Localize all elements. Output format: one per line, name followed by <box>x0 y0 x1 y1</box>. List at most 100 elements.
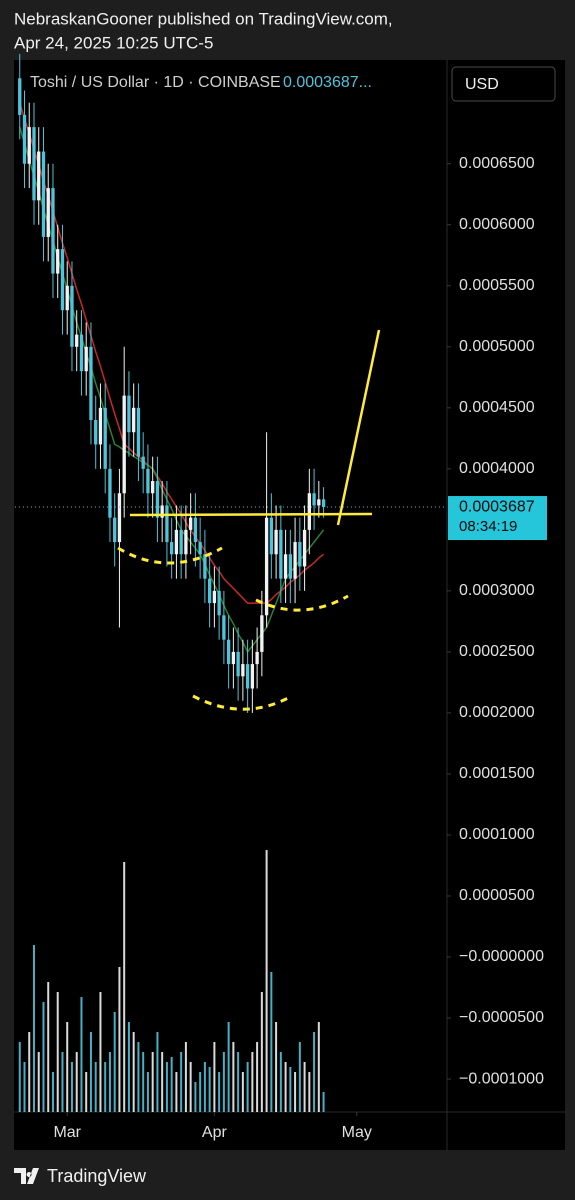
candle-body <box>169 542 174 555</box>
y-tick-label: 0.0004000 <box>459 460 535 477</box>
volume-bar <box>156 1032 159 1112</box>
volume-bar <box>61 1052 64 1112</box>
candle-body <box>46 188 50 237</box>
candle-body <box>79 334 84 372</box>
candle-body <box>103 407 107 469</box>
projection-line <box>336 329 381 526</box>
volume-bar <box>279 1052 282 1112</box>
x-tick-label: Mar <box>53 1124 81 1141</box>
currency[interactable]: USD <box>465 76 499 93</box>
candle-body <box>75 334 79 347</box>
candle-body <box>198 542 202 555</box>
candle-body <box>146 468 150 494</box>
candle-body <box>184 529 188 555</box>
candle-body <box>89 346 93 421</box>
logo <box>14 1168 39 1184</box>
candle-body <box>122 395 126 494</box>
candle-body <box>279 529 283 579</box>
candle-body <box>236 651 240 677</box>
volume-bar <box>256 1042 259 1112</box>
volume-bar <box>137 1042 140 1112</box>
volume-bar <box>75 1052 78 1112</box>
candle-body <box>207 578 212 604</box>
candle-body <box>56 249 60 274</box>
volume-bar <box>118 967 121 1112</box>
candle-body <box>260 615 264 652</box>
volume-bar <box>232 1042 235 1112</box>
candle-body <box>312 493 316 506</box>
volume-bar <box>194 1082 197 1112</box>
candle-body <box>174 529 179 555</box>
legend-value: 0.0003687... <box>283 74 372 91</box>
candle-body <box>98 407 103 445</box>
candle-body <box>117 493 122 543</box>
y-tick-label: 0.0001000 <box>459 826 535 843</box>
volume-bar <box>94 1062 97 1112</box>
candle-body <box>136 407 141 457</box>
volume-bar <box>322 1092 325 1112</box>
volume-bar <box>47 982 50 1112</box>
moving-average <box>18 102 325 604</box>
candle-body <box>203 554 207 579</box>
volume-bar <box>104 1062 107 1112</box>
candle-body <box>51 188 55 274</box>
candle-body <box>94 420 98 445</box>
volume-bar <box>241 1072 244 1112</box>
candle-body <box>41 151 46 237</box>
chart-panel <box>14 60 565 1150</box>
candle-body <box>113 517 117 543</box>
volume-bar <box>237 1052 240 1112</box>
volume-bar <box>284 1062 287 1112</box>
candle-body <box>151 481 155 494</box>
y-tick-label: 0.0002000 <box>459 704 535 721</box>
volume-bar <box>99 992 102 1112</box>
candle-body <box>141 456 145 469</box>
volume-bar <box>289 1067 292 1112</box>
volume-bar <box>251 1052 254 1112</box>
candle-body <box>84 346 88 372</box>
y-tick-label: −0.0001000 <box>459 1070 544 1087</box>
volume-bar <box>184 1042 187 1112</box>
y-tick-label: 0.0000500 <box>459 887 535 904</box>
candle-body <box>293 542 297 579</box>
y-tick-label: 0.0006000 <box>459 216 535 233</box>
volume-bar <box>275 1022 278 1112</box>
y-tick-label: 0.0005000 <box>459 338 535 355</box>
candle-body <box>32 127 36 201</box>
last-price-label: 0.0003687 <box>459 498 535 515</box>
candle-body <box>217 590 221 616</box>
candle-body <box>155 481 160 518</box>
volume-bar <box>213 1042 216 1112</box>
volume-bar <box>208 1067 211 1112</box>
volume-bar <box>189 1062 192 1112</box>
drawings <box>117 329 381 711</box>
volume-bar <box>42 1002 45 1112</box>
y-tick-label: 0.0006500 <box>459 155 535 172</box>
volume-bar <box>23 1062 26 1112</box>
volume-bar <box>123 862 126 1112</box>
x-tick-label: May <box>342 1124 372 1141</box>
volume-bar <box>18 1042 21 1112</box>
y-tick-label: 0.0003000 <box>459 582 535 599</box>
y-tick-label: −0.0000000 <box>459 948 544 965</box>
candle-body <box>70 285 74 347</box>
brand: TradingView <box>47 1166 147 1186</box>
candle-body <box>222 615 226 640</box>
volume-bar <box>270 972 273 1112</box>
logo-mark <box>14 1168 39 1184</box>
candle-body <box>288 554 293 579</box>
volume-bar <box>227 1022 230 1112</box>
candle-body <box>302 529 307 567</box>
volume-bar <box>265 850 268 1112</box>
candle-body <box>60 249 65 311</box>
volume-bar <box>170 1057 173 1112</box>
candle-body <box>241 664 245 677</box>
volume-bar <box>32 945 35 1112</box>
volume-bar <box>146 1072 149 1112</box>
volume-bar <box>151 1052 154 1112</box>
currency-button[interactable] <box>451 66 556 102</box>
volume-bar <box>246 1062 249 1112</box>
candle-body <box>250 664 255 689</box>
volume-bar <box>303 1062 306 1112</box>
volume-bar <box>199 1072 202 1112</box>
